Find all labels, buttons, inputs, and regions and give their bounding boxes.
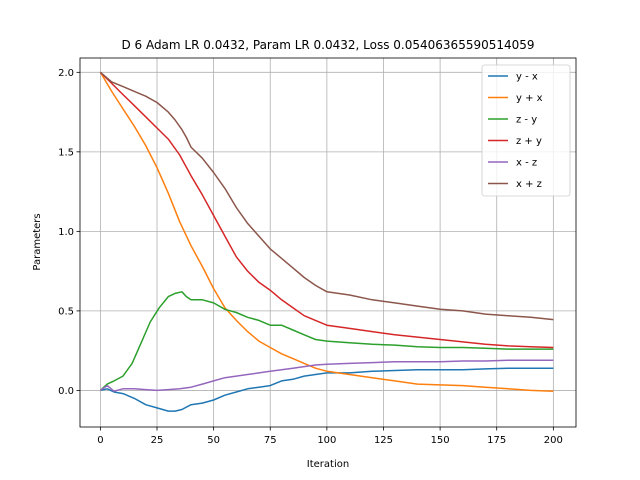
plot-frame [79,57,577,428]
series-line-0 [100,367,554,412]
axis-ticks: 0 25 50 75 100 125 150 175 200 0.0 0.5 1.0 1.5 2.0 [58,68,563,446]
x-tick-label: 0 [97,435,103,446]
legend-label: x - z [516,158,537,169]
y-axis-label: Parameters [32,213,43,270]
y-tick-label: 2.0 [58,68,74,79]
series-line-4 [99,359,554,392]
legend-label: z + y [516,136,542,147]
x-tick-label: 75 [264,435,277,446]
series-line-2 [99,291,554,391]
x-tick-label: 125 [374,435,393,446]
legend: y - x y + x z - y z + y x - z x + z [481,64,571,197]
x-tick-label: 200 [544,435,563,446]
series-line-1 [99,71,554,392]
x-axis-label: Iteration [307,459,349,470]
legend-box [481,64,571,197]
legend-label: y + x [516,93,543,104]
x-tick-label: 50 [207,435,220,446]
y-tick-label: 1.5 [58,147,74,158]
chart-title: D 6 Adam LR 0.0432, Param LR 0.0432, Los… [121,38,534,52]
series-lines [99,71,554,412]
legend-label: x + z [516,179,542,190]
legend-label: z - y [516,115,537,126]
x-tick-label: 25 [151,435,164,446]
y-tick-label: 0.5 [58,306,74,317]
legend-label: y - x [516,72,538,83]
y-tick-label: 0.0 [58,386,74,397]
y-tick-label: 1.0 [58,227,74,238]
grid [80,58,576,427]
series-line-5 [99,71,554,321]
x-tick-label: 150 [431,435,450,446]
series-line-3 [99,71,554,349]
x-tick-label: 175 [487,435,506,446]
x-tick-label: 100 [317,435,336,446]
